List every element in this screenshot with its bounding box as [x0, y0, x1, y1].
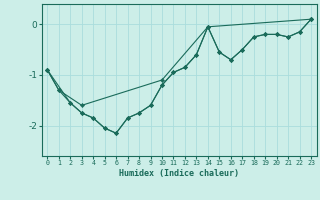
X-axis label: Humidex (Indice chaleur): Humidex (Indice chaleur)	[119, 169, 239, 178]
